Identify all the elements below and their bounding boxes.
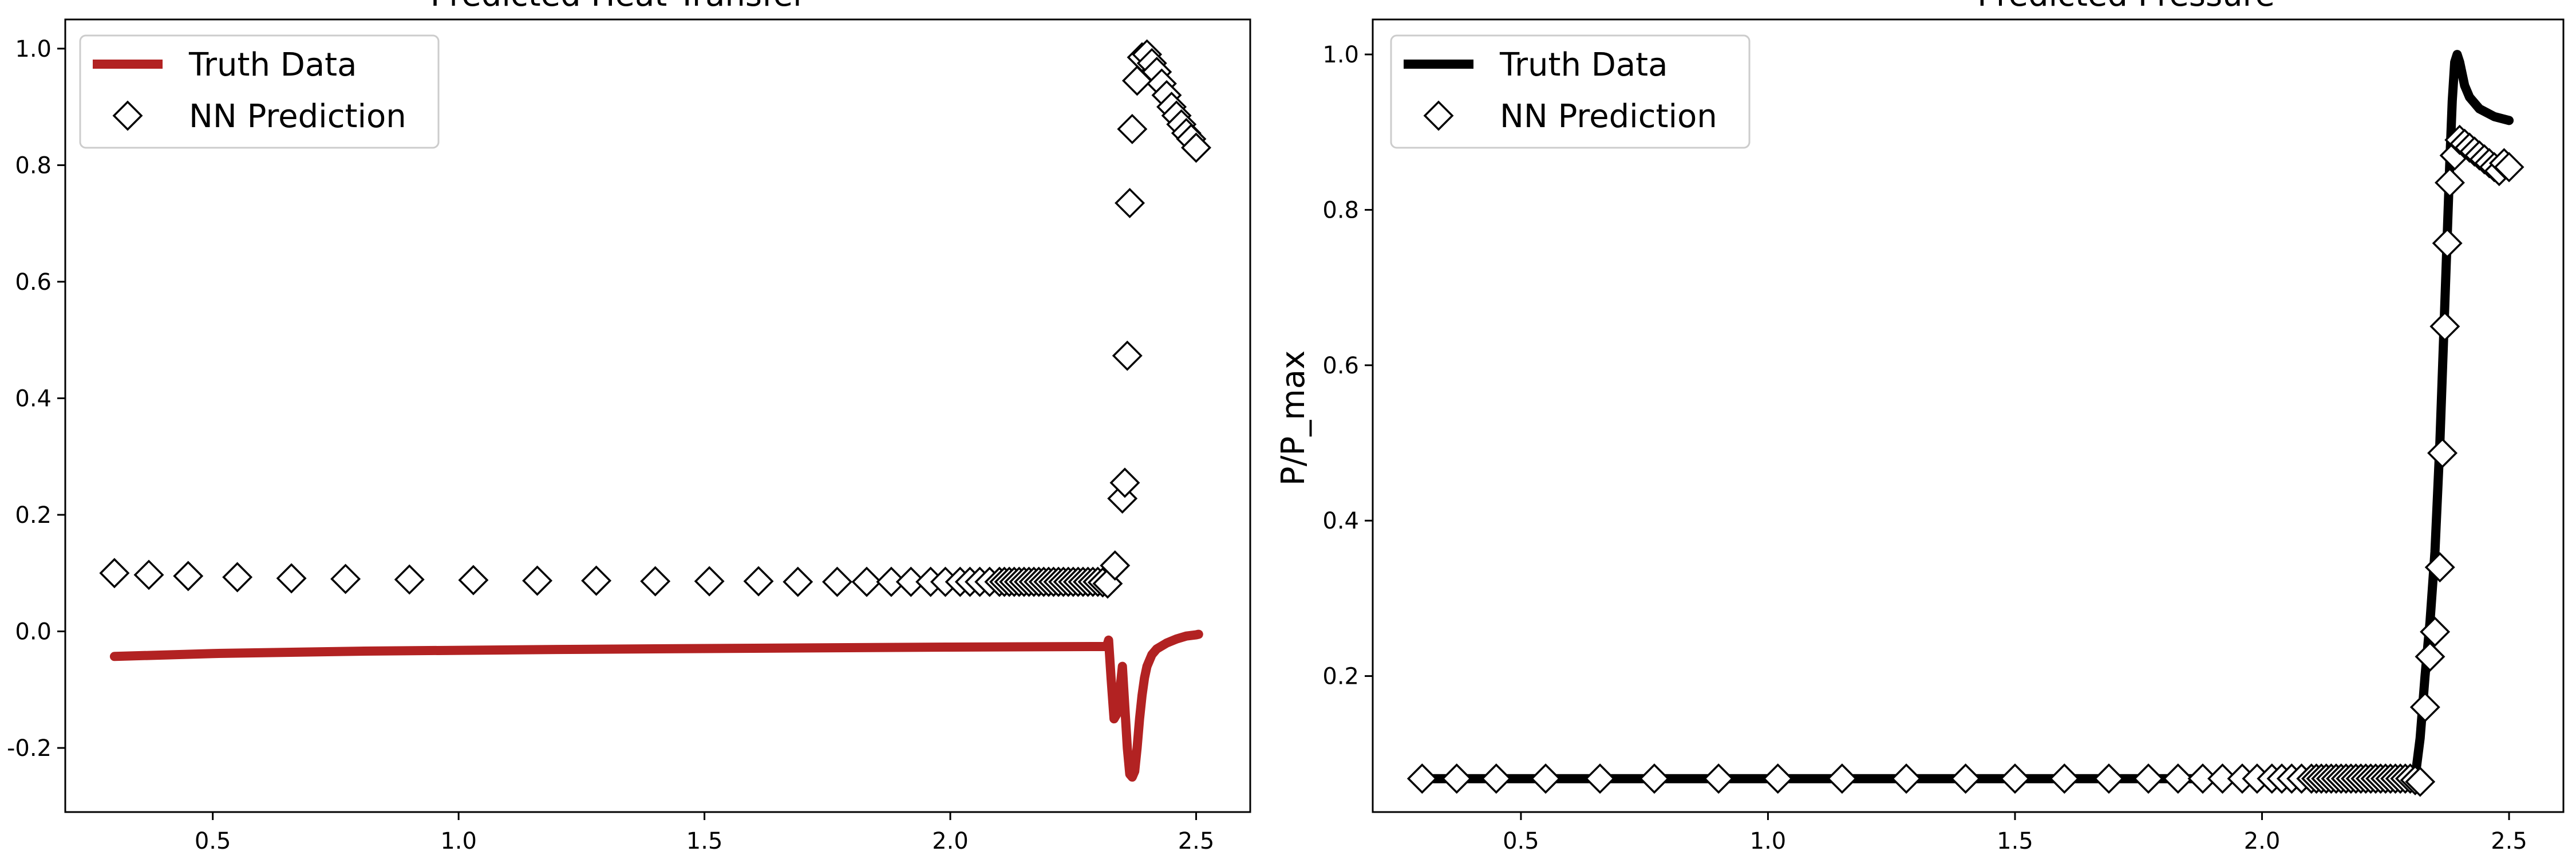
heat-transfer-legend-box — [79, 34, 440, 149]
heat-transfer-xtick-label: 1.0 — [440, 828, 477, 854]
heat-transfer-legend-label: Truth Data — [188, 46, 357, 84]
pressure-prediction-point — [2163, 763, 2194, 794]
pressure-prediction-point — [2405, 766, 2436, 797]
pressure-ylabel: P/P_max — [1275, 350, 1312, 486]
pressure-prediction-point — [1827, 763, 1858, 794]
heat-transfer-prediction-point — [1100, 550, 1131, 581]
heat-transfer-prediction-point — [173, 561, 204, 592]
heat-transfer-chart: Predicted Heat Transfer 0.5 1.0 1.5 2.0 2.5 -… — [7, 0, 1251, 854]
pressure-legend-label: NN Prediction — [1500, 98, 1717, 135]
pressure-prediction-point — [1763, 763, 1793, 794]
heat-transfer-xtick-label: 0.5 — [195, 828, 231, 854]
pressure-prediction-point — [2420, 616, 2451, 647]
heat-transfer-prediction-point — [1117, 113, 1148, 144]
pressure-prediction-point — [2435, 167, 2465, 198]
pressure-prediction-point — [2409, 692, 2440, 723]
pressure-legend-label: Truth Data — [1499, 46, 1668, 84]
pressure-prediction-point — [1530, 763, 1561, 794]
pressure-ytick-label: 0.4 — [1322, 508, 1359, 534]
heat-transfer-ytick-label: -0.2 — [7, 735, 52, 762]
heat-transfer-prediction-point — [133, 559, 164, 590]
pressure-prediction-point — [1703, 763, 1734, 794]
pressure-prediction-point — [2432, 228, 2463, 259]
heat-transfer-xtick-label: 1.5 — [686, 828, 723, 854]
heat-transfer-prediction-point — [394, 564, 425, 595]
heat-transfer-title: Predicted Heat Transfer — [430, 0, 807, 14]
heat-transfer-prediction-point — [1109, 467, 1140, 498]
pressure-xtick-label: 1.0 — [1750, 828, 1787, 854]
heat-transfer-prediction-point — [330, 564, 361, 594]
pressure-prediction-point — [2207, 763, 2238, 794]
heat-transfer-prediction-point — [851, 566, 882, 597]
pressure-prediction-point — [1406, 763, 1437, 794]
heat-transfer-prediction-point — [522, 565, 553, 596]
pressure-xtick-label: 1.5 — [1997, 828, 2033, 854]
pressure-prediction-point — [2424, 552, 2455, 583]
heat-transfer-prediction-point — [694, 566, 725, 597]
heat-transfer-prediction-point — [640, 566, 671, 597]
heat-transfer-axes-frame — [64, 18, 1251, 813]
heat-transfer-xtick-label: 2.5 — [1178, 828, 1215, 854]
heat-transfer-legend-diamond-swatch — [112, 100, 143, 131]
pressure-prediction-point — [1639, 763, 1670, 794]
pressure-prediction-point — [2415, 641, 2445, 672]
pressure-ytick-label: 1.0 — [1322, 42, 1359, 68]
pressure-legend-box — [1390, 34, 1751, 149]
heat-transfer-prediction-point — [743, 566, 774, 597]
pressure-prediction-point — [1950, 763, 1981, 794]
pressure-axes-frame — [1372, 18, 2565, 813]
pressure-prediction-point — [2093, 763, 2124, 794]
heat-transfer-prediction-point — [276, 563, 307, 594]
pressure-title: Predicted Pressure — [1977, 0, 2275, 14]
pressure-ytick-label: 0.6 — [1322, 353, 1359, 379]
pressure-prediction-point — [2000, 763, 2030, 794]
heat-transfer-prediction-point — [1115, 188, 1145, 219]
pressure-ytick-label: 0.8 — [1322, 197, 1359, 223]
heat-transfer-ytick-label: 0.8 — [15, 152, 52, 179]
pressure-plot-area — [1406, 50, 2524, 797]
pressure-prediction-point — [1891, 763, 1922, 794]
pressure-prediction-point — [2187, 763, 2218, 794]
heat-transfer-truth-line — [109, 629, 1203, 782]
pressure-xtick-label: 2.5 — [2491, 828, 2527, 854]
heat-transfer-ytick-label: 0.0 — [15, 619, 52, 645]
heat-transfer-ytick-label: 0.2 — [15, 502, 52, 529]
heat-transfer-prediction-point — [222, 562, 253, 593]
pressure-prediction-point — [2133, 763, 2164, 794]
heat-transfer-xtick-label: 2.0 — [932, 828, 969, 854]
heat-transfer-prediction-point — [1181, 132, 1211, 163]
heat-transfer-ytick-label: 1.0 — [15, 36, 52, 62]
heat-transfer-prediction-point — [822, 566, 852, 597]
heat-transfer-prediction-point — [783, 566, 813, 597]
pressure-legend-diamond-swatch — [1423, 100, 1454, 131]
heat-transfer-prediction-point — [581, 565, 612, 596]
pressure-prediction-point — [2049, 763, 2080, 794]
pressure-prediction-point — [1441, 763, 1472, 794]
heat-transfer-ytick-label: 0.6 — [15, 269, 52, 295]
heat-transfer-prediction-point — [1112, 340, 1143, 371]
pressure-xtick-label: 0.5 — [1503, 828, 1539, 854]
heat-transfer-prediction-point — [458, 565, 489, 596]
pressure-prediction-point — [1481, 763, 1512, 794]
pressure-prediction-point — [1585, 763, 1615, 794]
heat-transfer-prediction-point — [99, 558, 130, 589]
pressure-xtick-label: 2.0 — [2244, 828, 2281, 854]
pressure-prediction-point — [2429, 311, 2460, 342]
heat-transfer-plot-area — [99, 39, 1211, 782]
pressure-chart: Predicted Pressure P/P_max 0.5 1.0 1.5 2.0 2… — [1275, 0, 2565, 854]
pressure-prediction-point — [2427, 438, 2458, 468]
heat-transfer-ytick-label: 0.4 — [15, 385, 52, 412]
pressure-ytick-label: 0.2 — [1322, 664, 1359, 690]
pressure-prediction-point — [2494, 152, 2524, 183]
heat-transfer-legend-label: NN Prediction — [189, 98, 406, 135]
